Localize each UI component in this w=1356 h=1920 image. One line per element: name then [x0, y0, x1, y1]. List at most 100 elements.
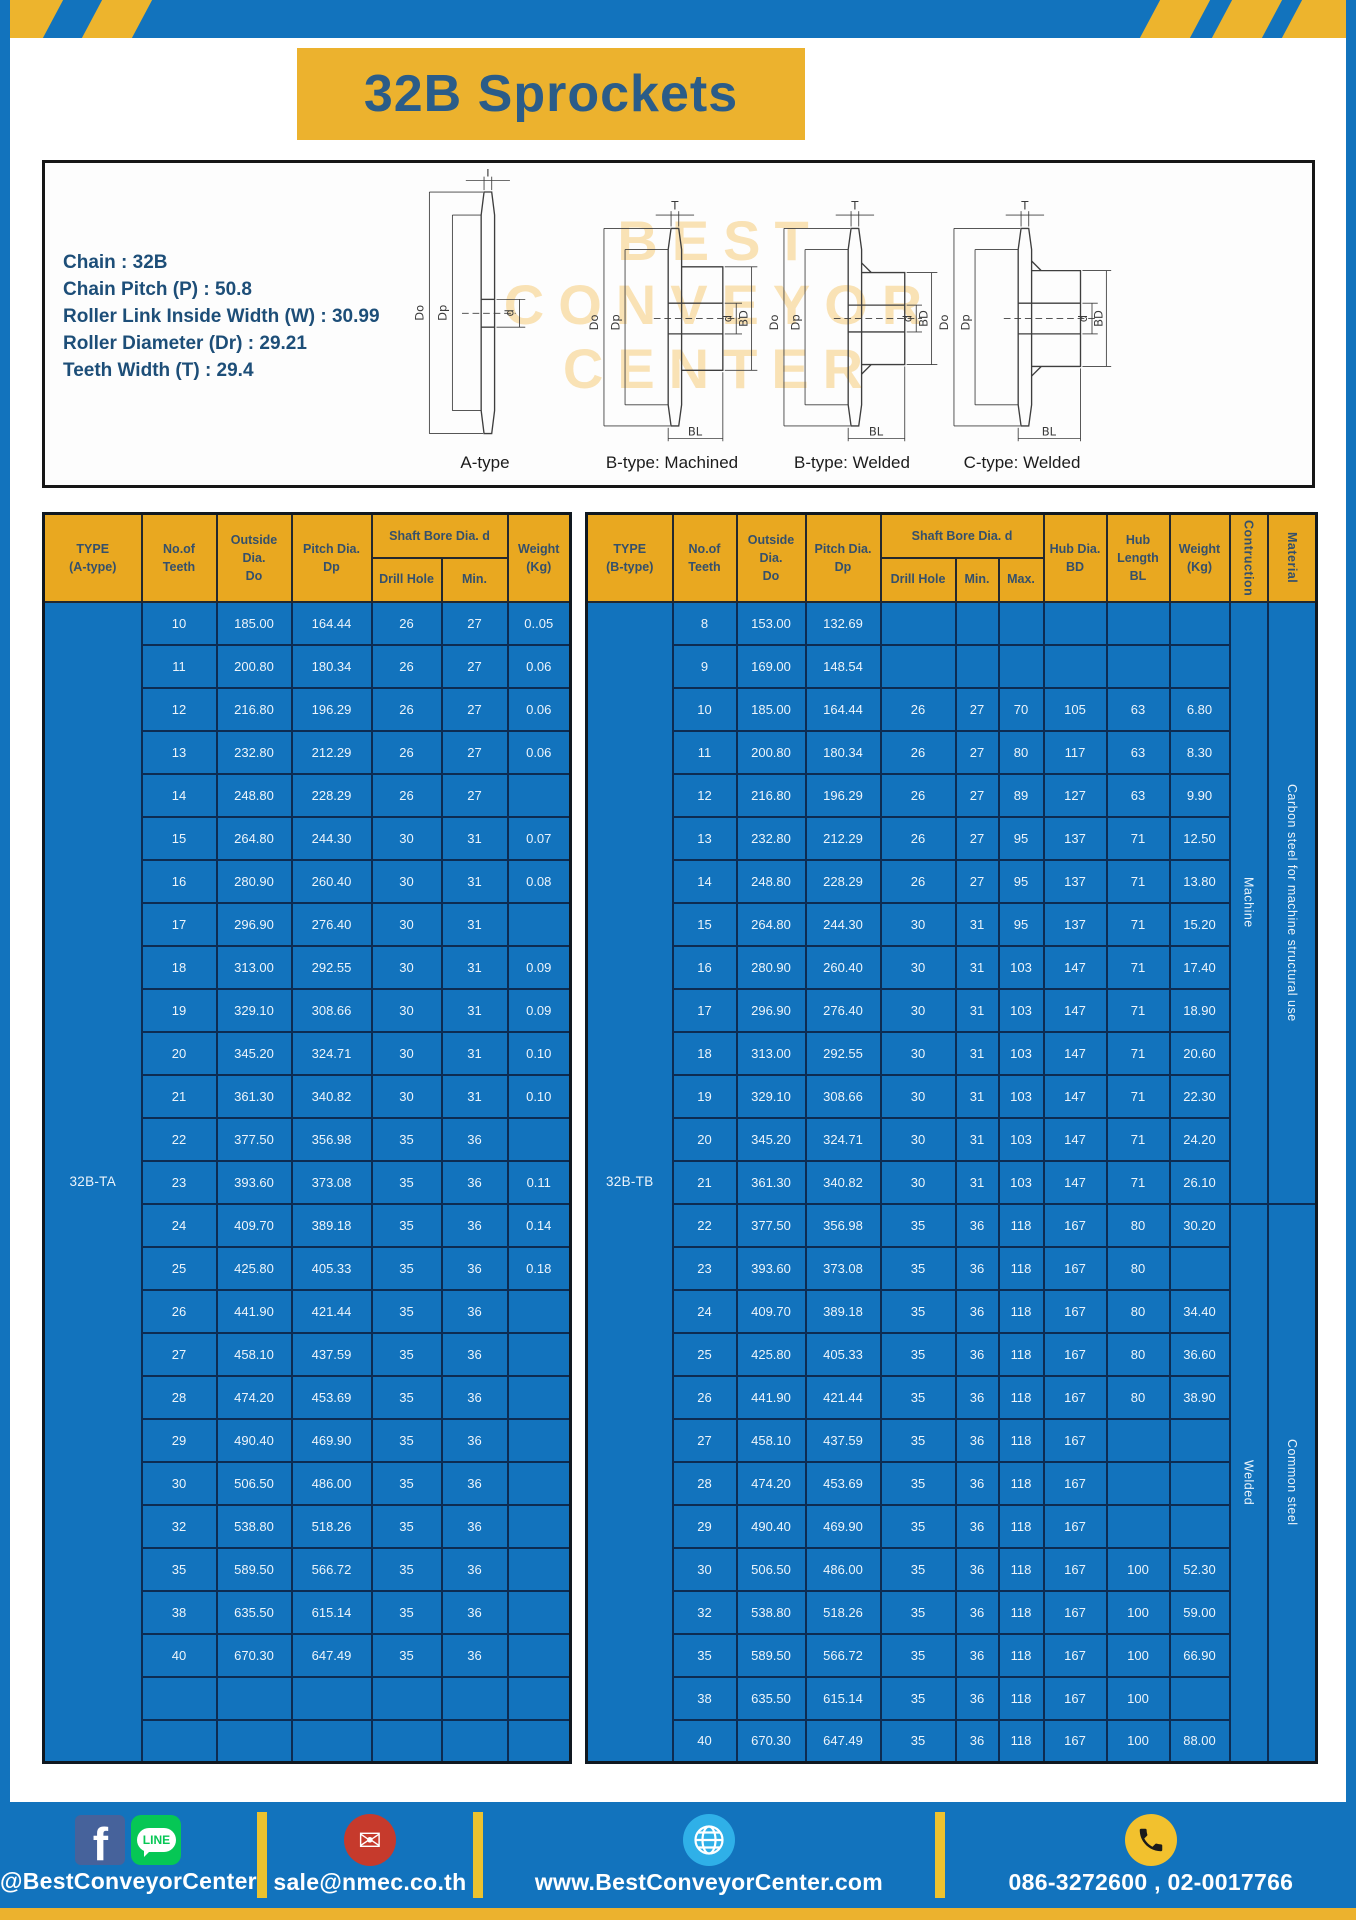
table-cell: 31 — [440, 901, 509, 947]
table-cell: 469.90 — [290, 1417, 373, 1463]
table-cell: 25 — [671, 1331, 738, 1377]
line-bubble: LINE — [136, 1828, 177, 1857]
table-cell: 35 — [370, 1589, 443, 1635]
table-cell: 167 — [1042, 1374, 1108, 1420]
table-row: 25 425.80 405.33 35 36 0.18 — [44, 1245, 572, 1291]
table-cell: 248.80 — [735, 858, 807, 904]
table-cell: 27 — [954, 686, 1000, 732]
table-cell: 458.10 — [735, 1417, 807, 1463]
table-cell: 29 — [140, 1417, 218, 1463]
table-cell: 118 — [997, 1374, 1045, 1420]
table-cell: 340.82 — [804, 1159, 882, 1205]
table-row: 21 361.30 340.82 30 31 0.10 — [44, 1073, 572, 1119]
table-cell: 453.69 — [804, 1460, 882, 1506]
table-cell: 31 — [440, 1030, 509, 1076]
table-cell: 36 — [440, 1288, 509, 1334]
dim-label-do: Do — [937, 314, 951, 330]
table-cell: 35 — [879, 1417, 957, 1463]
table-cell: 40 — [140, 1632, 218, 1678]
dim-label-d: d — [900, 315, 914, 322]
table-cell: 31 — [954, 987, 1000, 1033]
table-cell: 26 — [879, 815, 957, 861]
table-cell: 167 — [1042, 1417, 1108, 1463]
table-cell: 228.29 — [804, 858, 882, 904]
table-cell: 36 — [440, 1159, 509, 1205]
table-cell: 36 — [440, 1331, 509, 1377]
table-cell — [506, 1589, 572, 1635]
table-cell: 27 — [671, 1417, 738, 1463]
dim-label-bd: BD — [917, 310, 931, 327]
table-cell: 35 — [879, 1331, 957, 1377]
table-cell: 66.90 — [1168, 1632, 1231, 1678]
table-cell: 38 — [140, 1589, 218, 1635]
table-cell: 421.44 — [290, 1288, 373, 1334]
dim-label-t: T — [1020, 198, 1029, 212]
footer-phone-group: 086-3272600 , 02-0017766 — [945, 1814, 1356, 1896]
table-row: 22 377.50 356.98 35 36 — [44, 1116, 572, 1162]
table-cell: 373.08 — [804, 1245, 882, 1291]
table-cell: 16 — [140, 858, 218, 904]
table-cell: 405.33 — [290, 1245, 373, 1291]
table-row: 13 232.80 212.29 26 27 95 137 71 12.50 — [587, 815, 1317, 861]
table-cell — [954, 643, 1000, 689]
table-row: 27 458.10 437.59 35 36 118 167 — [587, 1417, 1317, 1463]
table-cell: 137 — [1042, 815, 1108, 861]
material-cell: Carbon steel for machine structural use — [1266, 600, 1318, 1205]
table-row: 12 216.80 196.29 26 27 89 127 63 9.90 — [587, 772, 1317, 818]
phone-label: 086-3272600 , 02-0017766 — [1008, 1869, 1294, 1895]
table-cell — [506, 1632, 572, 1678]
table-cell: 18 — [671, 1030, 738, 1076]
dim-label-dp: Dp — [436, 305, 450, 321]
table-cell: 20 — [671, 1116, 738, 1162]
dim-label-do: Do — [413, 305, 427, 321]
table-cell: 95 — [997, 901, 1045, 947]
table-cell: 35 — [879, 1632, 957, 1678]
table-cell — [506, 772, 572, 818]
material-cell: Common steel — [1266, 1202, 1318, 1764]
table-cell — [1168, 600, 1231, 646]
table-cell: 35 — [879, 1546, 957, 1592]
table-cell: 71 — [1105, 987, 1171, 1033]
table-cell: 589.50 — [215, 1546, 293, 1592]
table-cell: 118 — [997, 1417, 1045, 1463]
header-cell: Weight (Kg) — [506, 512, 572, 603]
table-cell: 26 — [671, 1374, 738, 1420]
table-cell: 31 — [954, 1073, 1000, 1119]
dim-label-dp: Dp — [958, 314, 972, 330]
table-row: 38 635.50 615.14 35 36 — [44, 1589, 572, 1635]
table-cell — [1168, 1675, 1231, 1721]
table-cell: 615.14 — [804, 1675, 882, 1721]
table-cell: 32 — [671, 1589, 738, 1635]
table-cell: 118 — [997, 1288, 1045, 1334]
table-cell: 313.00 — [735, 1030, 807, 1076]
header-cell: Material — [1266, 512, 1318, 603]
table-row: 14 248.80 228.29 26 27 95 137 71 13.80 — [587, 858, 1317, 904]
table-cell — [440, 1718, 509, 1764]
table-cell — [506, 1460, 572, 1506]
table-cell: 264.80 — [735, 901, 807, 947]
table-cell: 13.80 — [1168, 858, 1231, 904]
table-cell: 28 — [140, 1374, 218, 1420]
table-cell: 35 — [879, 1675, 957, 1721]
table-row: 24 409.70 389.18 35 36 118 167 80 34.40 — [587, 1288, 1317, 1334]
dim-label-bd: BD — [737, 310, 751, 327]
b-type-machined-drawing: T Do Dp d BD BL — [587, 198, 758, 442]
table-cell: 196.29 — [290, 686, 373, 732]
footer: f LINE @BestConveyorCenter ✉ sale@nmec.c… — [0, 1802, 1356, 1908]
header-cell: Pitch Dia. Dp — [804, 512, 882, 603]
table-cell: 23 — [140, 1159, 218, 1205]
table-cell: 356.98 — [804, 1202, 882, 1248]
table-row: 25 425.80 405.33 35 36 118 167 80 36.60 — [587, 1331, 1317, 1377]
table-cell — [370, 1718, 443, 1764]
table-cell: 212.29 — [290, 729, 373, 775]
table-row: 22 377.50 356.98 35 36 118 167 80 30.20 Welded Com… — [587, 1202, 1318, 1764]
table-cell: 469.90 — [804, 1503, 882, 1549]
table-cell: 16 — [671, 944, 738, 990]
table-cell: 35 — [370, 1546, 443, 1592]
table-cell: 15 — [671, 901, 738, 947]
header-cell: Drill Hole — [370, 556, 443, 603]
table-cell: 164.44 — [804, 686, 882, 732]
table-cell: 244.30 — [290, 815, 373, 861]
table-cell: 22 — [671, 1202, 738, 1248]
table-cell: 30 — [370, 815, 443, 861]
